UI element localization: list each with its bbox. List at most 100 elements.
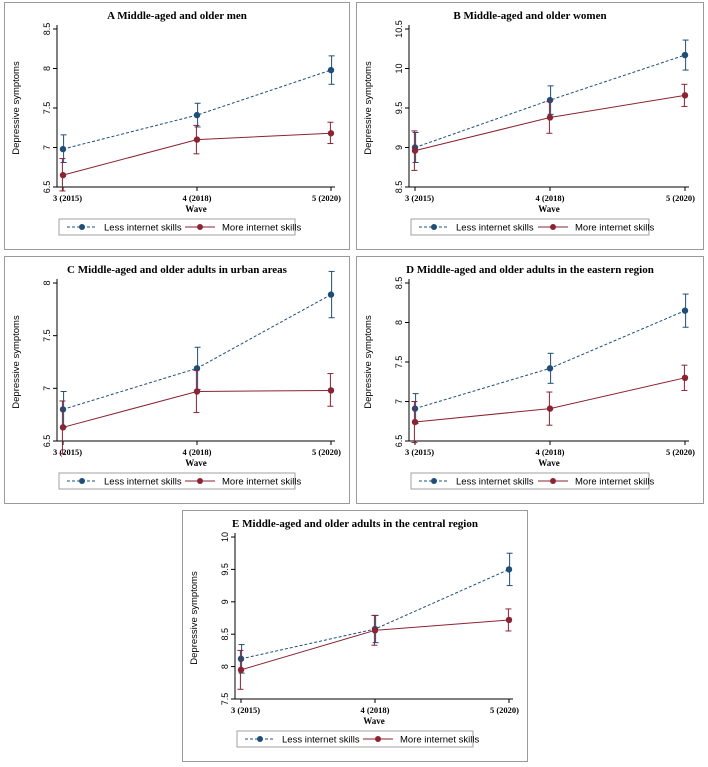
x-tick-label: 4 (2018) [535,193,564,203]
chart-panel-e: E Middle-aged and older adults in the ce… [182,510,528,762]
data-point [505,616,513,624]
data-point [59,406,67,413]
data-point [546,96,554,104]
y-tick-label: 6.5 [42,181,52,194]
y-tick-label: 7.5 [42,102,52,115]
legend-swatch-marker [197,478,203,484]
y-tick-label: 9 [220,599,230,604]
series-line-less [414,54,686,148]
data-point [546,405,554,412]
data-point [59,171,67,179]
y-axis-label: Depressive symptoms [189,571,200,665]
x-tick-label: 3 (2015) [53,447,82,457]
legend-label: Less internet skills [104,223,182,234]
chart-svg-b: B Middle-aged and older women 8.5 9 9.5 10 10… [363,10,695,236]
y-tick-label: 8 [394,320,404,325]
y-tick-label: 7 [394,399,404,404]
y-tick-label: 8 [42,66,52,71]
data-point [59,145,67,153]
series-line-more [414,377,686,423]
legend-swatch-marker [197,224,203,230]
chart-panel-c: C Middle-aged and older adults in urban … [4,256,350,504]
data-point [327,130,335,137]
legend-swatch-marker [257,736,263,742]
data-point [371,627,379,634]
data-point [681,374,689,381]
y-tick-label: 7.5 [220,693,230,706]
data-point [237,655,245,663]
legend-swatch-marker [550,224,556,230]
data-point [546,114,554,121]
legend-swatch-marker [431,478,437,484]
series-line-more [414,94,686,152]
x-tick-label: 5 (2020) [666,193,695,203]
y-axis-label: Depressive symptoms [11,315,22,409]
chart-title: C Middle-aged and older adults in urban … [67,264,288,276]
legend-box [58,218,296,236]
chart-svg-e: E Middle-aged and older adults in the ce… [189,518,519,748]
data-point [59,424,67,431]
data-point [411,147,419,154]
chart-svg-c: C Middle-aged and older adults in urban … [11,264,341,490]
legend-label: Less internet skills [282,735,360,746]
legend-swatch-marker [79,224,85,230]
y-tick-label: 10.5 [394,20,404,38]
x-tick-label: 5 (2020) [490,705,519,715]
y-tick-label: 7 [42,145,52,150]
x-tick-label: 3 (2015) [231,705,260,715]
legend-swatch-marker [550,478,556,484]
y-tick-label: 7 [42,386,52,391]
y-tick-label: 9.5 [394,102,404,115]
legend-label: More internet skills [575,477,654,488]
series-line-less [62,69,332,150]
legend-box [410,218,650,236]
data-point [505,566,513,573]
y-axis-label: Depressive symptoms [363,61,374,155]
x-tick-label: 4 (2018) [182,193,211,203]
chart-panel-d: D Middle-aged and older adults in the ea… [356,256,704,504]
data-point [327,66,335,74]
data-point [681,307,689,314]
data-point [237,666,245,674]
data-point [681,51,689,59]
legend-swatch-marker [431,224,437,230]
data-point [411,405,419,412]
x-axis-label: Wave [185,204,207,214]
y-tick-label: 8.5 [220,628,230,641]
x-tick-label: 5 (2020) [666,447,695,457]
data-point [411,418,419,426]
y-tick-label: 7.5 [42,329,52,342]
data-point [193,111,201,119]
chart-title: E Middle-aged and older adults in the ce… [232,518,478,530]
chart-title: D Middle-aged and older adults in the ea… [406,264,654,276]
chart-panel-a: A Middle-aged and older men 6.5 7 7.5 8 8.5 De… [4,2,350,250]
legend-box [410,472,650,490]
x-tick-label: 5 (2020) [312,447,341,457]
data-point [327,291,335,298]
y-tick-label: 6.5 [394,435,404,448]
data-point [327,387,335,394]
chart-panel-b: B Middle-aged and older women 8.5 9 9.5 10 10… [356,2,704,250]
x-tick-label: 4 (2018) [360,705,389,715]
series-line-less [414,310,686,410]
x-tick-label: 3 (2015) [53,193,82,203]
legend-label: More internet skills [400,735,479,746]
x-tick-label: 4 (2018) [182,447,211,457]
chart-svg-d: D Middle-aged and older adults in the ea… [363,264,695,490]
x-tick-label: 5 (2020) [312,193,341,203]
legend-swatch-marker [79,478,85,484]
y-tick-label: 6.5 [42,435,52,448]
x-axis-label: Wave [538,458,560,468]
legend-box [58,472,296,490]
chart-title: A Middle-aged and older men [107,10,247,22]
y-tick-label: 8 [42,280,52,285]
x-tick-label: 4 (2018) [535,447,564,457]
y-tick-label: 8.5 [394,181,404,194]
x-tick-label: 3 (2015) [405,447,434,457]
legend-swatch-marker [375,736,381,742]
data-point [193,136,201,143]
y-tick-label: 9.5 [220,563,230,576]
data-point [546,365,554,372]
x-axis-label: Wave [538,204,560,214]
legend-label: Less internet skills [456,223,534,234]
